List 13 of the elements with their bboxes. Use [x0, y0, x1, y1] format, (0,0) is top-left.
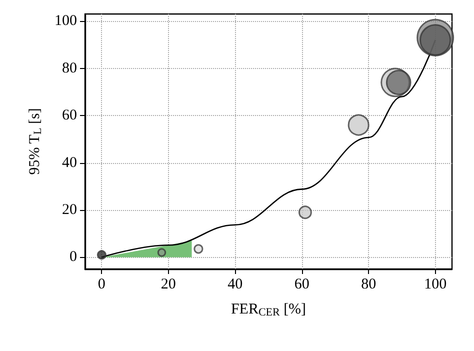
x-tick-label: 20: [160, 276, 176, 292]
x-tick-label: 0: [98, 276, 106, 292]
y-tick-label: 40: [62, 154, 77, 171]
y-tick-label: 100: [54, 13, 77, 30]
x-tick-label: 40: [228, 276, 243, 292]
y-tick-label: 60: [62, 108, 77, 124]
y-tick-label: 20: [62, 202, 77, 218]
x-tick-label: 60: [294, 276, 310, 292]
y-tick-label: 0: [70, 249, 77, 266]
y-tick-label: 80: [62, 60, 77, 76]
x-tick-label: 80: [361, 276, 376, 292]
y-axis-title: 95% TL [s]: [27, 108, 44, 175]
x-tick-label: 100: [424, 276, 447, 292]
